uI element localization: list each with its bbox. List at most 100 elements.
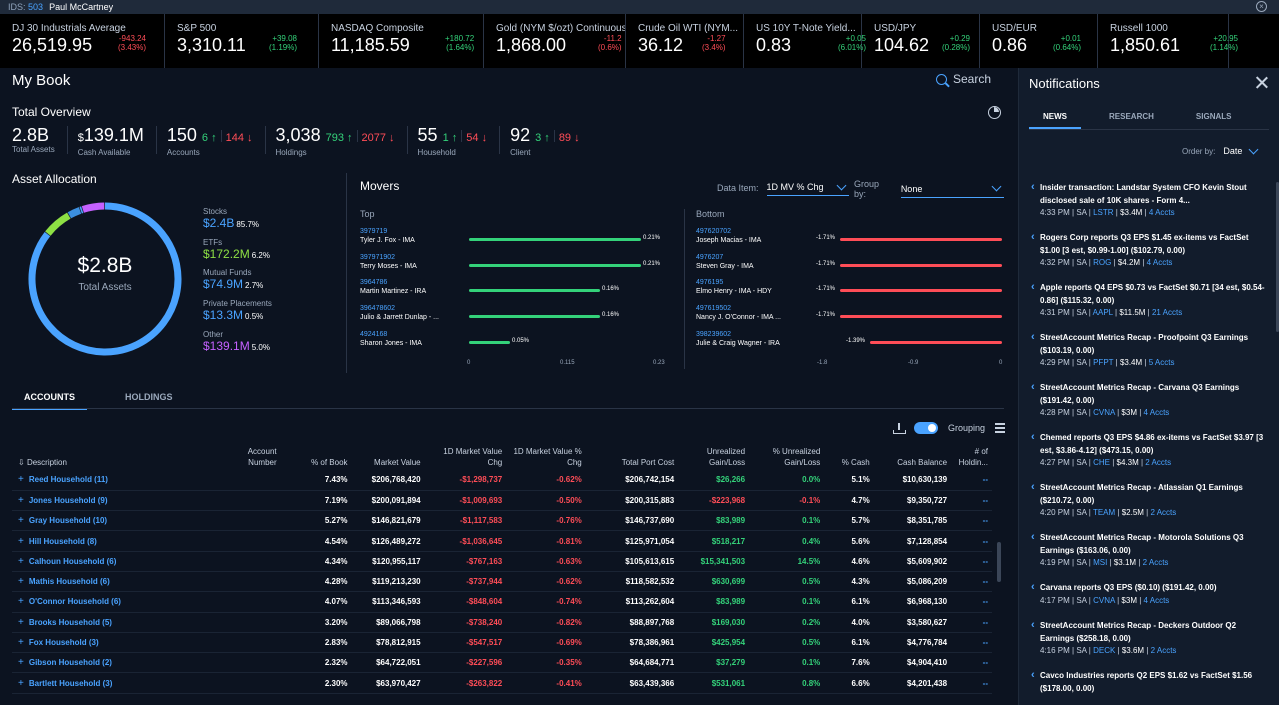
grouping-toggle[interactable]	[914, 422, 938, 434]
mover-row[interactable]: 4976195 Elmo Henry - IMA - HDY	[696, 279, 772, 305]
row-description[interactable]: Bartlett Household (3)	[28, 678, 113, 688]
donut-segment-stocks[interactable]	[28, 202, 182, 356]
table-cell[interactable]: + Jones Household (9)	[12, 490, 217, 512]
table-cell[interactable]: + Hill Household (8)	[12, 530, 217, 552]
news-item[interactable]: StreetAccount Metrics Recap - Motorola S…	[1031, 531, 1266, 567]
table-row[interactable]: + Bartlett Household (3) 2.30% $63,970,427-…	[12, 672, 992, 694]
news-headline[interactable]: Insider transaction: Landstar System CFO…	[1031, 181, 1266, 207]
expand-icon[interactable]: +	[18, 474, 24, 486]
column-header[interactable]: Total Port Cost	[621, 458, 675, 467]
allocation-item[interactable]: ETFs $172.2M 6.2%	[203, 238, 270, 261]
expand-icon[interactable]: +	[18, 637, 24, 649]
mover-row[interactable]: 396478602 Julio & Jarrett Dunlap - ...	[360, 305, 439, 331]
news-ticker[interactable]: CVNA	[1093, 408, 1115, 417]
allocation-item[interactable]: Stocks $2.4B 85.7%	[203, 207, 259, 230]
column-header[interactable]: Market Value	[374, 458, 421, 467]
donut-segment-other[interactable]	[81, 202, 105, 213]
news-ticker[interactable]: LSTR	[1093, 208, 1114, 217]
row-description[interactable]: Reed Household (11)	[28, 475, 108, 485]
table-row[interactable]: + O'Connor Household (6) 4.07% $113,346,593…	[12, 591, 992, 613]
column-header[interactable]: % Unrealized Gain/Loss	[772, 447, 821, 467]
column-settings-icon[interactable]	[995, 423, 1006, 433]
news-ticker[interactable]: MSI	[1093, 558, 1108, 567]
news-item[interactable]: Carvana reports Q3 EPS ($0.10) ($191.42,…	[1031, 581, 1266, 605]
news-item[interactable]: StreetAccount Metrics Recap - Atlassian …	[1031, 481, 1266, 517]
table-row[interactable]: + Mathis Household (6) 4.28% $119,213,230 -$…	[12, 571, 992, 593]
mover-row[interactable]: 398239602 Julie & Craig Wagner - IRA	[696, 331, 780, 357]
stat-accounts[interactable]: 150 6 ↑ 144 ↓ Accounts	[167, 126, 266, 157]
allocation-item[interactable]: Mutual Funds $74.9M 2.7%	[203, 268, 263, 291]
table-cell[interactable]: + Fox Household (3)	[12, 632, 217, 654]
expand-icon[interactable]: +	[18, 677, 24, 689]
news-headline[interactable]: Cavco Industries reports Q2 EPS $1.62 vs…	[1031, 669, 1266, 695]
table-cell[interactable]: + Brooks Household (5)	[12, 612, 217, 633]
expand-icon[interactable]: +	[18, 596, 24, 608]
table-cell[interactable]: + O'Connor Household (6)	[12, 591, 217, 613]
news-item[interactable]: Insider transaction: Landstar System CFO…	[1031, 181, 1266, 217]
news-accounts[interactable]: 2 Accts	[1142, 558, 1169, 567]
news-headline[interactable]: Rogers Corp reports Q3 EPS $1.45 ex-item…	[1031, 231, 1266, 257]
news-accounts[interactable]: 4 Accts	[1146, 258, 1173, 267]
ticker-item[interactable]: Russell 1000 1,850.61 +20.95 (1.14%)	[1098, 14, 1238, 68]
mover-account[interactable]: 4976207	[696, 254, 724, 261]
news-ticker[interactable]: ROG	[1093, 258, 1112, 267]
column-header[interactable]: 1D Market Value % Chg	[513, 447, 582, 467]
data-item-dropdown[interactable]: Data Item: 1D MV % Chg	[717, 179, 849, 196]
table-cell[interactable]: + Calhoun Household (6)	[12, 551, 217, 572]
expand-icon[interactable]: +	[18, 515, 24, 527]
column-header[interactable]: % of Book	[311, 458, 348, 467]
mover-account[interactable]: 4924168	[360, 331, 388, 338]
ticker-item[interactable]: Crude Oil WTI (NYM... 36.12 -1.27 (3.4%)	[626, 14, 744, 68]
table-row[interactable]: + Brooks Household (5) 3.20% $89,066,798 -$7…	[12, 612, 992, 633]
mover-account[interactable]: 497620702	[696, 228, 732, 235]
tab-signals[interactable]: SIGNALS	[1195, 112, 1232, 121]
column-header[interactable]: Unrealized Gain/Loss	[706, 447, 746, 467]
news-ticker[interactable]: CHE	[1093, 458, 1110, 467]
expand-icon[interactable]: +	[18, 555, 24, 567]
news-item[interactable]: Chemed reports Q3 EPS $4.86 ex-items vs …	[1031, 431, 1266, 467]
news-accounts[interactable]: 21 Accts	[1151, 308, 1183, 317]
table-cell[interactable]: + Bartlett Household (3)	[12, 672, 217, 694]
mover-account[interactable]: 3964786	[360, 279, 388, 286]
ticker-item[interactable]: NASDAQ Composite 11,185.59 +180.72 (1.64%)	[319, 14, 484, 68]
mover-row[interactable]: 4976207 Steven Gray - IMA	[696, 254, 754, 280]
group-by-dropdown[interactable]: Group by: None	[854, 179, 1004, 199]
mover-account[interactable]: 3979719	[360, 228, 388, 235]
table-row[interactable]: + Reed Household (11) 7.43% $206,768,420 -$1…	[12, 470, 992, 491]
news-item[interactable]: Apple reports Q4 EPS $0.73 vs FactSet $0…	[1031, 281, 1266, 317]
news-headline[interactable]: StreetAccount Metrics Recap - Deckers Ou…	[1031, 619, 1266, 645]
news-headline[interactable]: Apple reports Q4 EPS $0.73 vs FactSet $0…	[1031, 281, 1266, 307]
mover-account[interactable]: 397971902	[360, 254, 396, 261]
mover-row[interactable]: 3964786 Martin Martinez - IRA	[360, 279, 426, 305]
news-item[interactable]: StreetAccount Metrics Recap - Deckers Ou…	[1031, 619, 1266, 655]
close-icon[interactable]	[1255, 76, 1268, 89]
ticker-item[interactable]: US 10Y T-Note Yield... 0.83 +0.05 (6.01%)	[744, 14, 866, 68]
row-description[interactable]: Fox Household (3)	[28, 638, 99, 648]
news-scrollbar[interactable]	[1276, 182, 1279, 332]
news-item[interactable]: StreetAccount Metrics Recap - Proofpoint…	[1031, 331, 1266, 367]
news-accounts[interactable]: 5 Accts	[1148, 358, 1175, 367]
row-description[interactable]: Brooks Household (5)	[28, 617, 112, 627]
news-accounts[interactable]: 2 Accts	[1150, 646, 1177, 655]
table-cell[interactable]: + Reed Household (11)	[12, 470, 217, 491]
table-row[interactable]: + Fox Household (3) 2.83% $78,812,915 -$547,…	[12, 632, 992, 654]
news-headline[interactable]: StreetAccount Metrics Recap - Carvana Q3…	[1031, 381, 1266, 407]
news-accounts[interactable]: 2 Accts	[1150, 508, 1177, 517]
mover-row[interactable]: 397971902 Terry Moses - IMA	[360, 254, 417, 280]
row-description[interactable]: Gray Household (10)	[28, 516, 108, 526]
news-headline[interactable]: Chemed reports Q3 EPS $4.86 ex-items vs …	[1031, 431, 1266, 457]
table-row[interactable]: + Gray Household (10) 5.27% $146,821,679 -$1…	[12, 510, 992, 532]
mover-row[interactable]: 4924168 Sharon Jones - IMA	[360, 331, 422, 357]
pie-chart-icon[interactable]	[988, 106, 1001, 119]
ticker-item[interactable]: USD/EUR 0.86 +0.01 (0.64%)	[980, 14, 1098, 68]
expand-icon[interactable]: +	[18, 535, 24, 547]
news-headline[interactable]: Carvana reports Q3 EPS ($0.10) ($191.42,…	[1031, 581, 1266, 595]
allocation-item[interactable]: Private Placements $13.3M 0.5%	[203, 299, 272, 322]
allocation-item[interactable]: Other $139.1M 5.0%	[203, 330, 270, 353]
news-accounts[interactable]: 4 Accts	[1143, 595, 1170, 605]
column-header[interactable]: Cash Balance	[897, 458, 948, 467]
row-description[interactable]: Hill Household (8)	[28, 536, 97, 546]
table-cell[interactable]: + Mathis Household (6)	[12, 571, 217, 593]
stat-household[interactable]: 55 1 ↑ 54 ↓ Household	[418, 126, 501, 157]
news-accounts[interactable]: 4 Accts	[1148, 208, 1175, 217]
